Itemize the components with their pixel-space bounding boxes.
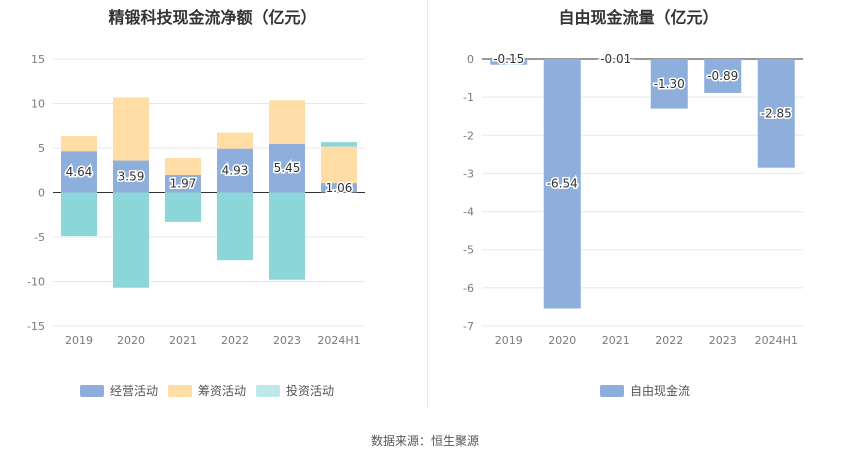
cashflow-legend: 经营活动 筹资活动 投资活动 [80,382,344,399]
y-tick-label: -7 [463,320,474,333]
bar-fcf [650,59,688,109]
bar-financing [217,132,253,149]
legend-label-financing: 筹资活动 [198,384,247,398]
legend-swatch-financing [168,384,193,397]
legend-swatch-fcf [600,384,624,397]
bar-financing [165,158,201,175]
data-label-fcf: -6.54 [547,177,578,191]
y-tick-label: -2 [463,129,474,142]
y-tick-label: -4 [463,206,474,219]
bar-fcf [543,59,581,309]
y-tick-label: 0 [38,187,45,200]
data-label-operating: 5.45 [274,161,301,175]
x-tick-label: 2020 [117,334,145,347]
bar-financing [61,136,97,152]
y-tick-label: 15 [31,53,45,66]
legend-item-operating[interactable]: 经营活动 [80,382,158,399]
x-tick-label: 2023 [709,334,737,347]
y-tick-label: -6 [463,282,474,295]
bar-investing [61,192,97,237]
bar-operating [165,174,201,193]
x-tick-label: 2023 [273,334,301,347]
legend-item-fcf[interactable]: 自由现金流 [600,382,690,399]
source-note: 数据来源：恒生聚源 [370,434,479,448]
bar-fcf [490,59,528,65]
x-tick-label: 2020 [548,334,576,347]
data-label-operating: 3.59 [118,170,145,184]
x-tick-label: 2021 [602,334,630,347]
legend-swatch-investing [256,384,281,397]
legend-label-fcf: 自由现金流 [630,384,691,398]
x-tick-label: 2024H1 [317,334,360,347]
bar-fcf [704,59,742,93]
y-tick-label: -10 [27,276,45,289]
bar-operating [113,160,149,193]
bar-operating [269,143,305,193]
data-label-fcf: -0.01 [600,52,631,66]
y-tick-label: -3 [463,167,474,180]
bar-financing [113,97,149,161]
data-label-fcf: -1.30 [654,77,685,91]
x-tick-label: 2019 [65,334,93,347]
x-tick-label: 2019 [495,334,523,347]
y-tick-label: -15 [27,320,45,333]
bar-operating [321,183,357,193]
cashflow-chart-title: 精锻科技现金流净额（亿元） [108,8,317,27]
y-tick-label: 5 [38,142,45,155]
legend-item-financing[interactable]: 筹资活动 [168,382,246,399]
legend-label-investing: 投资活动 [286,384,335,398]
bar-operating [61,151,97,193]
y-tick-label: 0 [467,53,474,66]
x-tick-label: 2021 [169,334,197,347]
bar-investing [321,142,357,147]
fcf-legend: 自由现金流 [600,382,700,399]
legend-item-investing[interactable]: 投资活动 [256,382,334,399]
data-label-fcf: -0.15 [493,52,524,66]
bar-financing [321,146,357,184]
x-tick-label: 2022 [221,334,249,347]
data-label-operating: 4.93 [222,164,249,178]
bar-operating [217,148,253,193]
bar-investing [113,192,149,288]
x-tick-label: 2024H1 [755,334,798,347]
x-tick-label: 2022 [655,334,683,347]
bar-investing [269,192,305,280]
y-tick-label: 10 [31,98,45,111]
panel-divider [427,0,428,408]
bar-fcf [597,59,635,60]
bar-fcf [757,59,795,168]
fcf-chart-title: 自由现金流量（亿元） [558,8,719,27]
bar-investing [165,192,201,222]
data-label-operating: 1.97 [170,177,197,191]
legend-swatch-operating [80,384,104,397]
y-tick-label: -1 [463,91,474,104]
bar-investing [217,192,253,261]
data-label-fcf: -0.89 [707,69,738,83]
y-tick-label: -5 [34,231,45,244]
data-label-fcf: -2.85 [761,106,792,120]
bar-financing [269,100,305,144]
y-tick-label: -5 [463,244,474,257]
data-label-operating: 1.06 [326,181,353,195]
data-label-operating: 4.64 [66,165,93,179]
legend-label-operating: 经营活动 [110,384,159,398]
